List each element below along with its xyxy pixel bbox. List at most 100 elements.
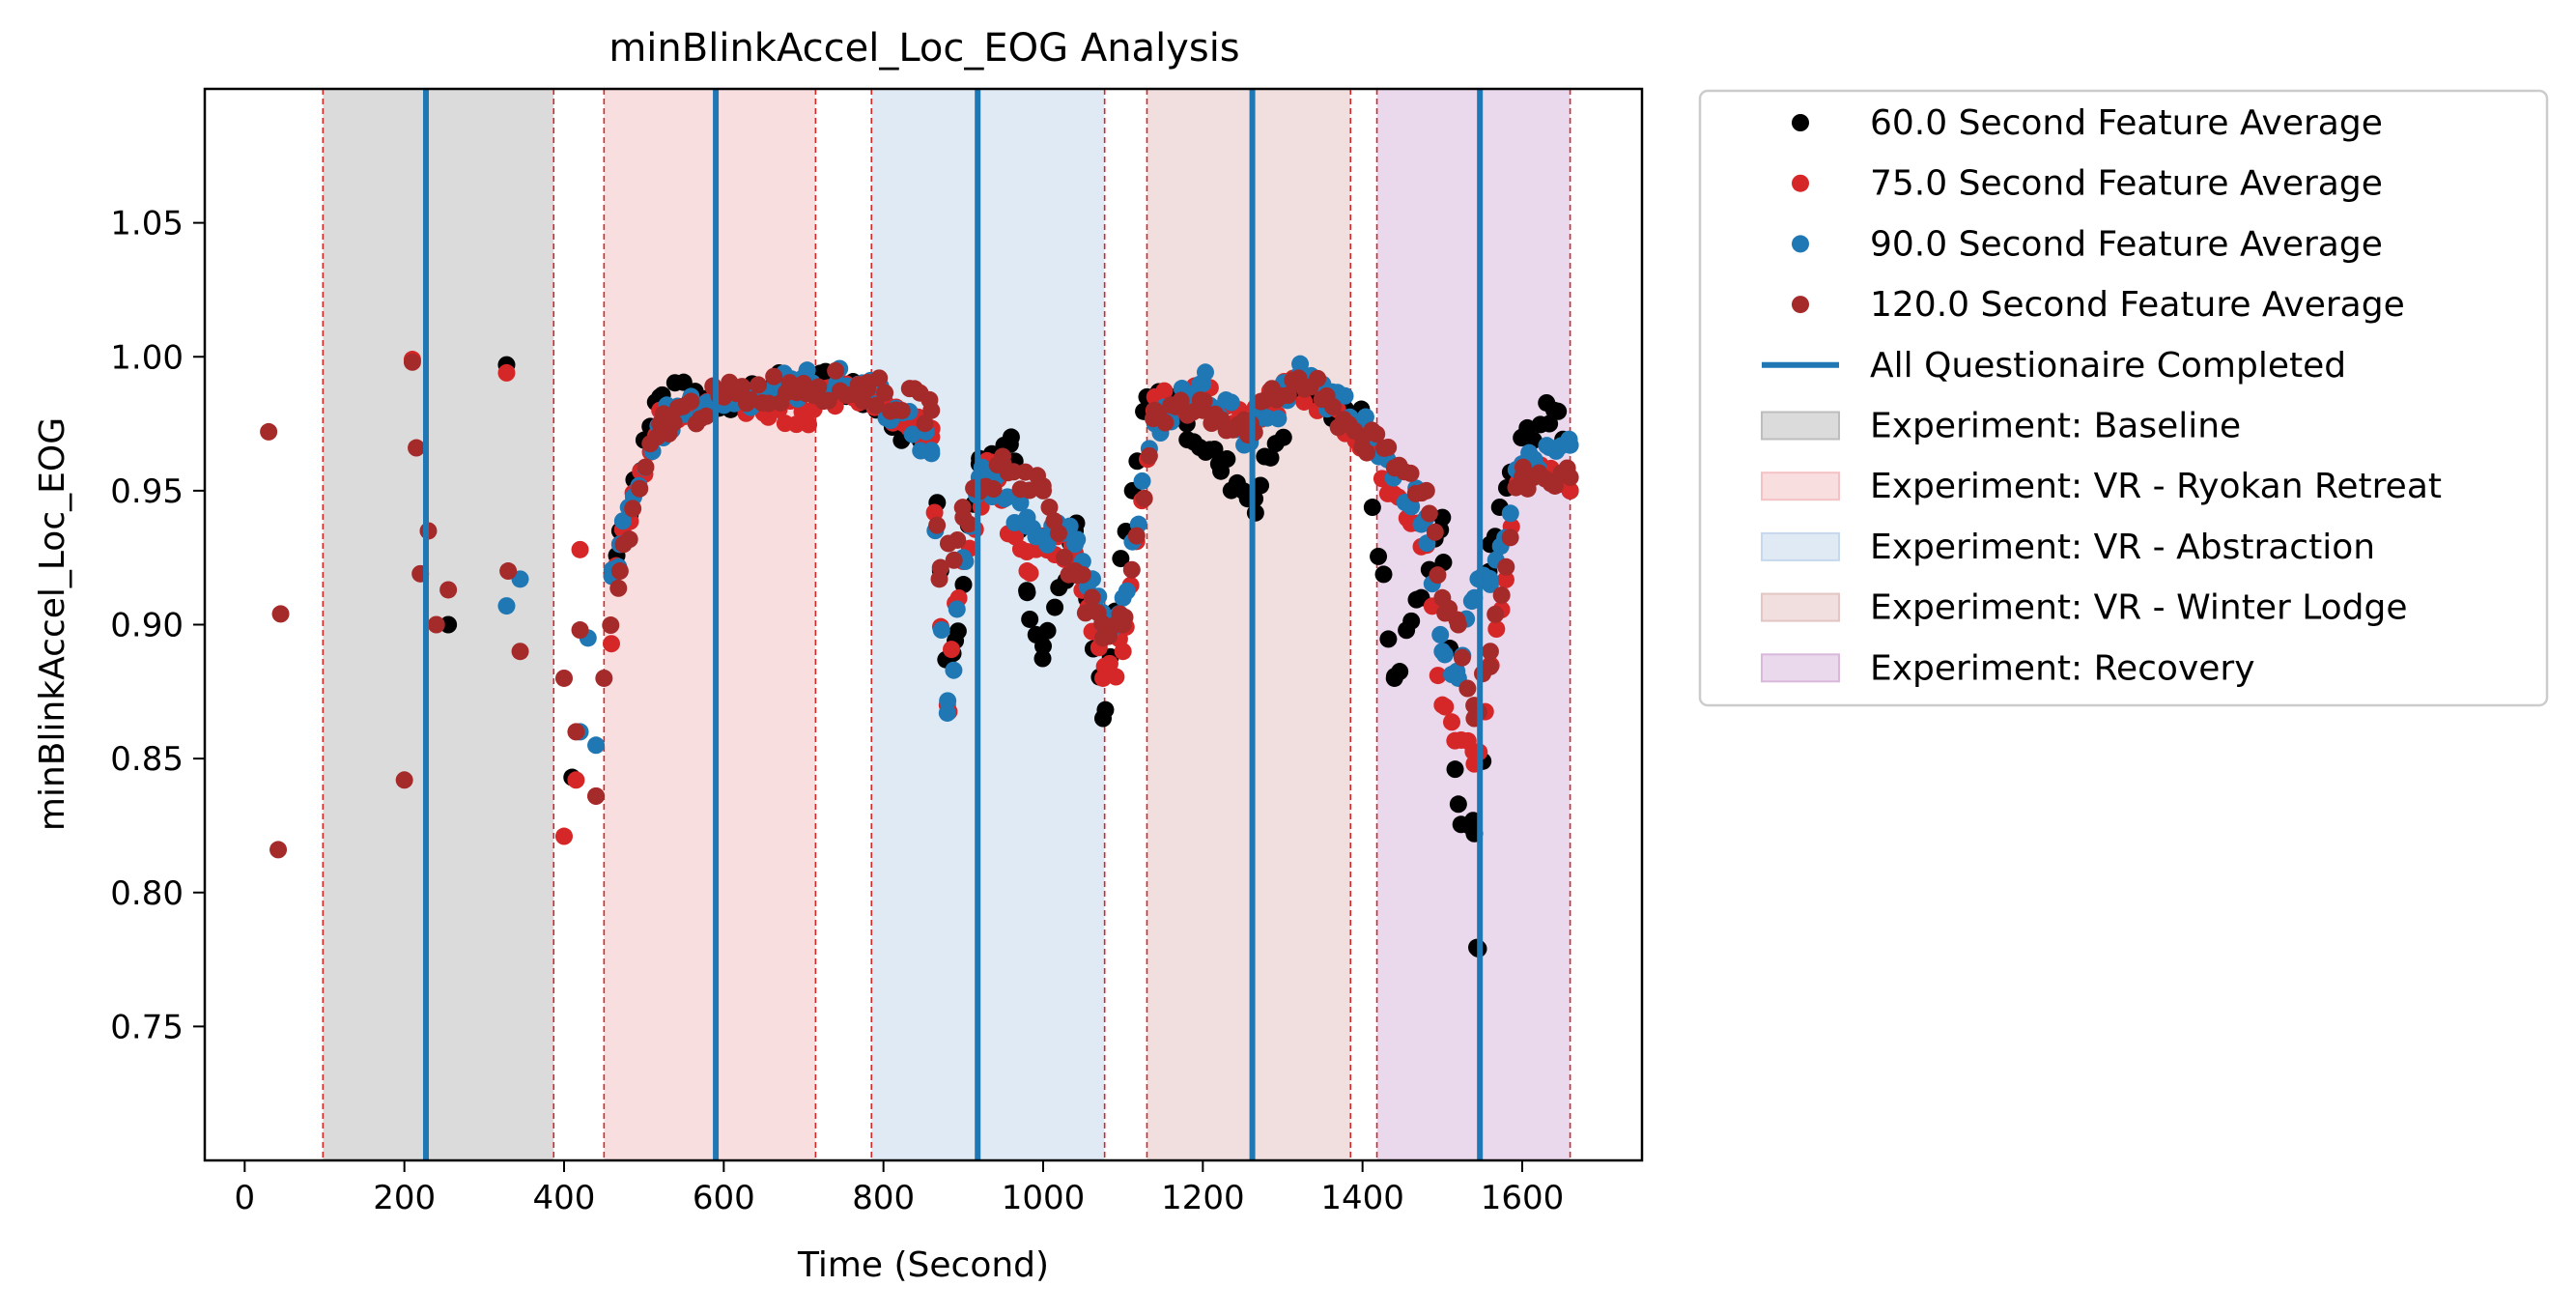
data-point	[928, 516, 947, 534]
data-point	[1246, 503, 1264, 522]
data-point	[1363, 499, 1381, 517]
data-point	[631, 479, 649, 498]
data-point	[1156, 414, 1175, 432]
data-point	[1218, 450, 1236, 469]
data-point	[1560, 430, 1578, 448]
data-point	[1486, 605, 1505, 623]
data-point	[1549, 402, 1568, 420]
data-point	[403, 353, 421, 371]
data-point	[571, 540, 589, 558]
data-point	[920, 390, 939, 409]
data-point	[948, 622, 967, 641]
legend-patch	[1761, 653, 1840, 683]
data-point	[571, 621, 589, 640]
data-point	[1112, 550, 1130, 568]
data-point	[938, 703, 956, 722]
data-point	[439, 615, 458, 634]
data-point	[1558, 459, 1576, 477]
data-point	[1356, 408, 1374, 426]
data-point	[1172, 391, 1190, 410]
data-point	[1401, 464, 1420, 482]
data-point	[1492, 586, 1511, 605]
data-point	[1279, 386, 1297, 405]
data-point	[1140, 446, 1158, 465]
data-point	[260, 422, 278, 441]
data-point	[497, 597, 516, 615]
x-tick-label: 800	[852, 1179, 915, 1217]
legend-label: Experiment: VR - Winter Lodge	[1870, 588, 2408, 628]
data-point	[1033, 649, 1052, 668]
data-point	[922, 444, 941, 463]
data-point	[1458, 679, 1477, 698]
legend-label: 75.0 Second Feature Average	[1870, 164, 2383, 204]
data-point	[408, 439, 426, 457]
questionnaire-lines	[422, 89, 1484, 1160]
legend-marker	[1792, 235, 1809, 253]
data-point	[269, 841, 288, 859]
data-point	[1481, 657, 1499, 675]
data-point	[1122, 560, 1141, 579]
data-point	[1431, 625, 1450, 643]
x-tick-label: 1600	[1481, 1179, 1565, 1217]
data-point	[1274, 428, 1292, 446]
data-point	[1155, 382, 1174, 400]
data-point	[819, 391, 837, 410]
data-point	[1046, 598, 1064, 616]
legend: 60.0 Second Feature Average 75.0 Second F…	[1698, 89, 2549, 707]
data-point	[953, 499, 972, 517]
phase-band	[604, 89, 816, 1160]
legend-label: All Questionaire Completed	[1870, 346, 2346, 386]
legend-marker	[1792, 174, 1809, 192]
data-point	[567, 723, 585, 741]
data-point	[1050, 525, 1068, 543]
data-point	[999, 488, 1017, 506]
data-point	[876, 384, 894, 402]
legend-label: Experiment: Baseline	[1870, 407, 2241, 446]
data-point	[1462, 592, 1481, 611]
data-point	[1205, 441, 1224, 459]
y-tick-label: 0.80	[110, 874, 184, 913]
data-point	[1222, 393, 1240, 412]
data-point	[939, 692, 957, 710]
data-point	[682, 392, 700, 411]
data-point	[1481, 569, 1499, 587]
data-point	[1412, 484, 1430, 502]
data-point	[827, 361, 845, 380]
data-point	[1429, 566, 1447, 585]
data-point	[809, 378, 828, 396]
data-point	[1093, 615, 1112, 633]
data-point	[1324, 397, 1343, 415]
data-point	[1468, 938, 1486, 957]
data-point	[1336, 386, 1354, 405]
data-point	[1018, 582, 1036, 600]
legend-patch	[1761, 531, 1840, 561]
y-tick-label: 0.75	[110, 1008, 184, 1046]
data-point	[602, 616, 620, 635]
data-point	[916, 415, 934, 433]
x-tick-label: 1400	[1320, 1179, 1404, 1217]
legend-frame	[1698, 89, 2549, 707]
data-point	[1545, 476, 1564, 495]
data-point	[733, 378, 751, 396]
data-point	[1068, 530, 1087, 549]
data-point	[1379, 630, 1398, 648]
data-point	[439, 581, 458, 599]
data-point	[555, 827, 573, 845]
data-point	[1021, 481, 1039, 500]
data-point	[903, 425, 921, 443]
data-point	[945, 661, 963, 679]
data-point	[943, 641, 961, 659]
phase-bands	[322, 89, 1571, 1160]
data-point	[1295, 392, 1314, 411]
data-point	[1487, 620, 1506, 639]
y-tick-label: 1.00	[110, 338, 184, 377]
data-point	[1076, 604, 1094, 622]
data-point	[948, 530, 967, 549]
data-point	[954, 576, 973, 594]
data-point	[1436, 698, 1455, 716]
data-point	[1446, 760, 1464, 779]
data-point	[587, 786, 606, 805]
data-point	[499, 562, 518, 581]
legend-patch	[1761, 592, 1840, 622]
data-point	[1497, 557, 1515, 576]
